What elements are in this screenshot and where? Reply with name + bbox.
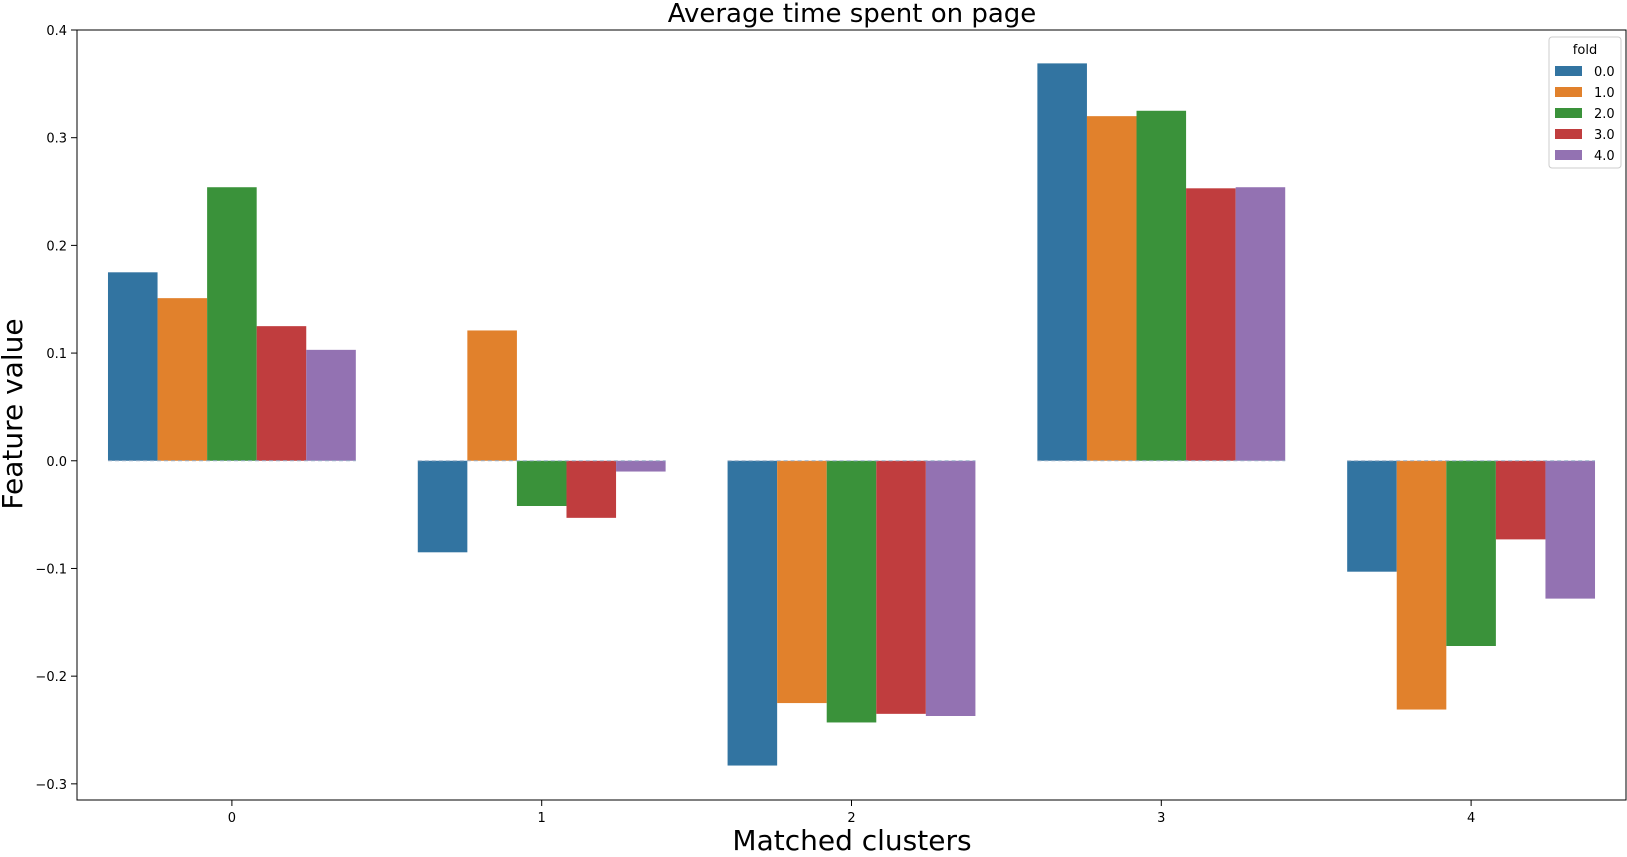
bar-cluster-3-fold-2.0 xyxy=(1136,110,1187,461)
legend: fold 0.0 1.0 2.0 3.0 4.0 xyxy=(1548,36,1622,169)
bar-cluster-4-fold-0.0 xyxy=(1347,460,1397,572)
legend-label-0.0: 0.0 xyxy=(1594,65,1615,80)
legend-label-1.0: 1.0 xyxy=(1594,86,1615,101)
bar-cluster-2-fold-0.0 xyxy=(727,460,778,766)
y-tick-label: −0.2 xyxy=(35,670,67,685)
bar-cluster-4-fold-2.0 xyxy=(1446,460,1496,646)
chart-title: Average time spent on page xyxy=(668,0,1037,29)
legend-swatch-0.0 xyxy=(1555,66,1582,76)
bar-cluster-2-fold-2.0 xyxy=(826,460,877,723)
x-tick-label: 3 xyxy=(1157,811,1165,826)
legend-label-3.0: 3.0 xyxy=(1594,128,1615,143)
y-axis: −0.3 −0.2 −0.1 0.0 0.1 0.2 0.3 0.4 xyxy=(35,24,77,793)
y-tick-label: 0.3 xyxy=(46,132,67,147)
x-tick-label: 0 xyxy=(228,811,236,826)
y-tick-label: 0.1 xyxy=(46,347,67,362)
bar-cluster-1-fold-2.0 xyxy=(516,460,567,506)
x-axis: 0 1 2 3 4 xyxy=(228,800,1475,826)
bar-cluster-3-fold-3.0 xyxy=(1186,188,1236,461)
bar-cluster-3-fold-0.0 xyxy=(1037,63,1087,461)
bar-cluster-4-fold-4.0 xyxy=(1545,460,1596,599)
y-tick-label: 0.2 xyxy=(46,239,67,254)
legend-label-2.0: 2.0 xyxy=(1594,107,1615,122)
x-tick-label: 2 xyxy=(847,811,855,826)
x-axis-label: Matched clusters xyxy=(732,824,971,857)
bars-group xyxy=(107,63,1596,766)
legend-swatch-1.0 xyxy=(1555,87,1582,97)
legend-swatch-2.0 xyxy=(1555,108,1582,118)
y-tick-label: 0.0 xyxy=(46,455,67,470)
bar-cluster-1-fold-0.0 xyxy=(417,460,468,553)
bar-cluster-1-fold-4.0 xyxy=(616,460,666,472)
y-tick-label: −0.3 xyxy=(35,778,67,793)
bar-cluster-1-fold-1.0 xyxy=(467,330,517,461)
x-tick-label: 1 xyxy=(538,811,546,826)
legend-label-4.0: 4.0 xyxy=(1594,149,1615,164)
bar-cluster-0-fold-2.0 xyxy=(207,187,257,461)
bar-cluster-4-fold-1.0 xyxy=(1396,460,1447,710)
x-tick-label: 4 xyxy=(1467,811,1475,826)
legend-title: fold xyxy=(1573,43,1597,58)
legend-swatch-3.0 xyxy=(1555,129,1582,139)
legend-swatch-4.0 xyxy=(1555,150,1582,160)
y-tick-label: 0.4 xyxy=(46,24,67,39)
y-tick-label: −0.1 xyxy=(35,562,67,577)
y-axis-label: Feature value xyxy=(0,318,29,509)
bar-cluster-0-fold-4.0 xyxy=(306,349,356,461)
bar-cluster-3-fold-4.0 xyxy=(1235,187,1286,461)
bar-cluster-0-fold-0.0 xyxy=(107,272,158,461)
bar-cluster-4-fold-3.0 xyxy=(1495,460,1546,540)
bar-cluster-2-fold-3.0 xyxy=(876,460,926,714)
bar-cluster-0-fold-3.0 xyxy=(256,326,307,461)
bar-cluster-2-fold-1.0 xyxy=(777,460,827,704)
bar-cluster-3-fold-1.0 xyxy=(1086,116,1137,461)
bar-cluster-1-fold-3.0 xyxy=(566,460,617,518)
bar-cluster-0-fold-1.0 xyxy=(157,298,208,461)
bar-cluster-2-fold-4.0 xyxy=(925,460,976,716)
